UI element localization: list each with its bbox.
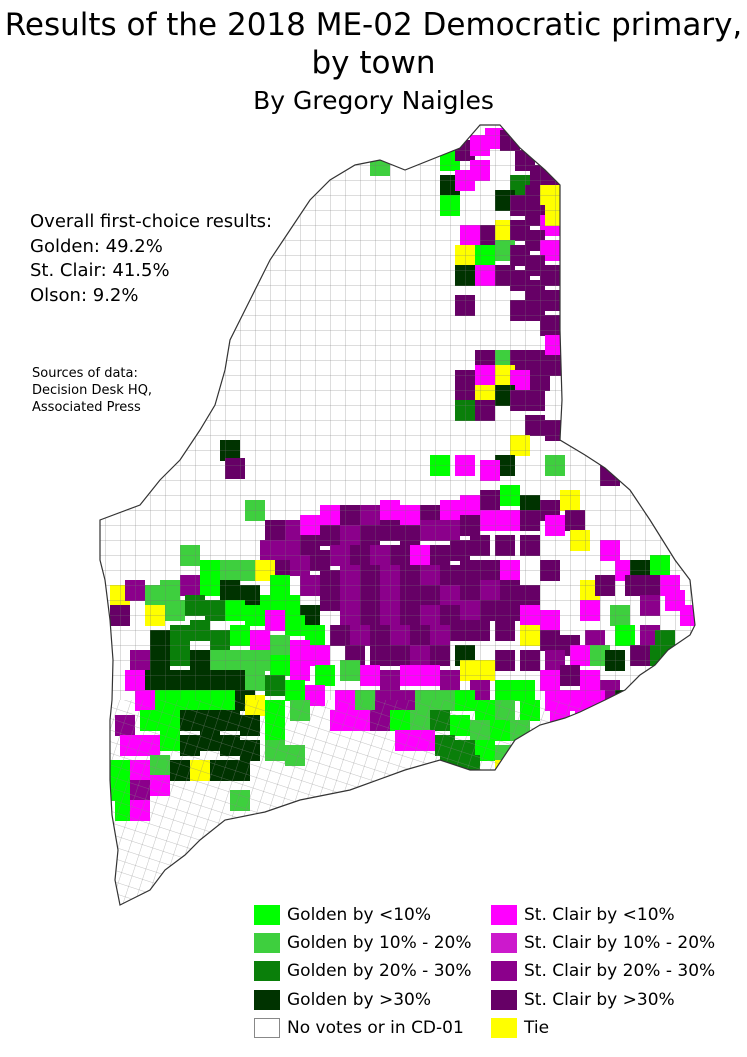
legend-item-stclair-gt30: St. Clair by >30%: [491, 988, 675, 1012]
legend-swatch: [491, 1018, 517, 1038]
legend-label: St. Clair by 10% - 20%: [524, 933, 716, 953]
legend-swatch: [254, 961, 280, 981]
legend-label: Golden by 10% - 20%: [287, 933, 472, 953]
map-subtitle: By Gregory Naigles: [253, 86, 494, 115]
legend-label: Golden by <10%: [287, 905, 432, 925]
town-fill: [515, 740, 535, 761]
legend-swatch: [491, 990, 517, 1010]
legend-swatch: [254, 905, 280, 925]
legend-item-stclair-10-20: St. Clair by 10% - 20%: [491, 931, 715, 955]
legend-swatch: [491, 961, 517, 981]
source-line-2: Associated Press: [32, 400, 141, 415]
overall-result-st-clair: St. Clair: 41.5%: [30, 260, 170, 281]
legend-swatch: [254, 933, 280, 953]
legend-label: No votes or in CD-01: [287, 1018, 464, 1038]
legend-swatch: [491, 933, 517, 953]
legend-item-golden-lt10: Golden by <10%: [254, 903, 431, 927]
town-fill: [505, 755, 525, 776]
legend-swatch: [254, 1018, 280, 1038]
legend-item-golden-20-30: Golden by 20% - 30%: [254, 959, 472, 983]
legend-label: Golden by 20% - 30%: [287, 961, 472, 981]
legend-label: St. Clair by <10%: [524, 905, 675, 925]
legend-item-stclair-lt10: St. Clair by <10%: [491, 903, 675, 927]
legend-swatch: [491, 905, 517, 925]
legend-label: St. Clair by 20% - 30%: [524, 961, 716, 981]
map-legend: Golden by <10% Golden by 10% - 20% Golde…: [254, 900, 747, 1057]
data-sources: Sources of data: Decision Desk HQ, Assoc…: [32, 365, 152, 416]
legend-item-no-votes: No votes or in CD-01: [254, 1016, 464, 1040]
overall-result-olson: Olson: 9.2%: [30, 284, 139, 306]
source-line-1: Decision Desk HQ,: [32, 383, 153, 398]
town-fill: [555, 725, 575, 746]
legend-item-golden-gt30: Golden by >30%: [254, 988, 431, 1012]
overall-results-heading: Overall first-choice results:: [30, 211, 273, 232]
legend-item-stclair-20-30: St. Clair by 20% - 30%: [491, 959, 715, 983]
legend-swatch: [254, 990, 280, 1010]
legend-item-tie: Tie: [491, 1016, 549, 1040]
legend-label: Golden by >30%: [287, 990, 432, 1010]
legend-label: Tie: [524, 1018, 550, 1038]
map-title: Results of the 2018 ME-02 Democratic pri…: [4, 7, 743, 81]
overall-results: Overall first-choice results: Golden: 49…: [30, 210, 272, 308]
sources-heading: Sources of data:: [32, 366, 138, 381]
legend-item-golden-10-20: Golden by 10% - 20%: [254, 931, 472, 955]
overall-result-golden: Golden: 49.2%: [30, 235, 163, 257]
legend-label: St. Clair by >30%: [524, 990, 675, 1010]
